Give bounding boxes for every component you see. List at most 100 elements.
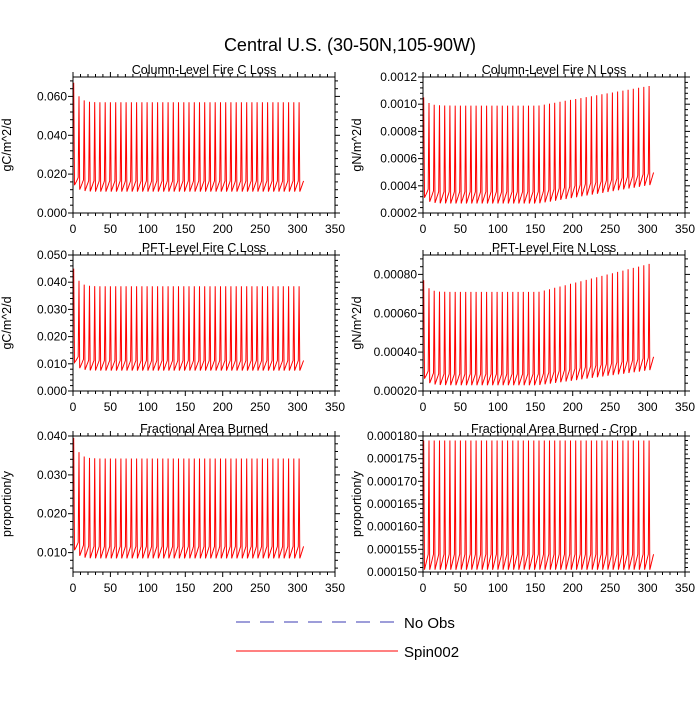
x-tick-label: 0 <box>70 222 77 236</box>
x-tick-label: 150 <box>525 400 545 414</box>
y-tick-label: 0.020 <box>37 507 67 521</box>
y-tick-label: 0.050 <box>37 248 67 262</box>
y-tick-label: 0.00040 <box>374 345 418 359</box>
y-tick-label: 0.040 <box>37 128 67 142</box>
x-tick-label: 50 <box>454 400 468 414</box>
x-tick-label: 150 <box>175 400 195 414</box>
y-tick-label: 0.0004 <box>380 179 417 193</box>
panel-title: Column-Level Fire C Loss <box>132 63 277 77</box>
x-tick-label: 250 <box>600 581 620 595</box>
x-tick-label: 350 <box>675 581 695 595</box>
legend-label-spin002: Spin002 <box>404 644 459 661</box>
x-tick-label: 350 <box>325 581 345 595</box>
y-tick-label: 0.000160 <box>367 520 417 534</box>
y-tick-label: 0.00060 <box>374 306 418 320</box>
panel-title: Fractional Area Burned <box>140 422 268 436</box>
x-tick-label: 150 <box>175 222 195 236</box>
plot-frame <box>72 76 336 214</box>
x-tick-label: 200 <box>563 222 583 236</box>
x-tick-label: 150 <box>525 581 545 595</box>
y-tick-label: 0.0012 <box>380 70 417 84</box>
panel-4: 0 50 100 150 200 250 300 350 0.00020 0.00040 0.000… <box>350 241 695 414</box>
y-tick-label: 0.030 <box>37 302 67 316</box>
x-tick-label: 200 <box>563 581 583 595</box>
series-line-spin002 <box>423 85 655 204</box>
y-tick-label: 0.00080 <box>374 267 418 281</box>
y-axis-label: gN/m^2/d <box>350 118 364 171</box>
y-tick-label: 0.000 <box>37 384 67 398</box>
x-tick-label: 0 <box>420 400 427 414</box>
x-tick-label: 100 <box>138 222 158 236</box>
x-tick-label: 300 <box>288 581 308 595</box>
x-tick-label: 50 <box>454 222 468 236</box>
series-line-spin002 <box>73 437 305 559</box>
y-tick-label: 0.000 <box>37 206 67 220</box>
panel-1: 0 50 100 150 200 250 300 350 0.000 0.020 0.040 0.06… <box>0 63 345 236</box>
plot-frame <box>72 254 336 392</box>
y-tick-label: 0.030 <box>37 468 67 482</box>
legend: No Obs Spin002 <box>236 615 459 661</box>
x-tick-label: 0 <box>70 400 77 414</box>
y-tick-label: 0.040 <box>37 429 67 443</box>
y-tick-label: 0.0010 <box>380 97 417 111</box>
y-axis-label: gC/m^2/d <box>0 118 14 171</box>
y-tick-label: 0.010 <box>37 357 67 371</box>
panel-6: 0 50 100 150 200 250 300 350 0.000150 0.000155 0.0… <box>350 422 695 595</box>
series-line-spin002 <box>73 82 305 192</box>
plot-frame <box>422 254 686 392</box>
x-tick-label: 350 <box>325 222 345 236</box>
x-tick-label: 300 <box>638 581 658 595</box>
panels: 0 50 100 150 200 250 300 350 0.000 0.020 0.040 0.06… <box>0 63 695 595</box>
y-axis-label: proportion/y <box>0 470 14 537</box>
figure-title: Central U.S. (30-50N,105-90W) <box>224 35 476 55</box>
x-tick-label: 300 <box>638 400 658 414</box>
y-tick-label: 0.020 <box>37 330 67 344</box>
y-tick-label: 0.0006 <box>380 152 417 166</box>
x-tick-label: 200 <box>563 400 583 414</box>
y-tick-label: 0.010 <box>37 546 67 560</box>
plot-frame <box>72 435 336 573</box>
y-tick-label: 0.020 <box>37 167 67 181</box>
x-tick-label: 100 <box>138 581 158 595</box>
x-tick-label: 50 <box>104 581 118 595</box>
x-tick-label: 50 <box>454 581 468 595</box>
y-tick-label: 0.0002 <box>380 206 417 220</box>
y-tick-label: 0.000180 <box>367 429 417 443</box>
x-tick-label: 50 <box>104 400 118 414</box>
y-tick-label: 0.000170 <box>367 474 417 488</box>
x-tick-label: 300 <box>288 222 308 236</box>
y-tick-label: 0.000150 <box>367 565 417 579</box>
series-line-spin002 <box>423 263 655 386</box>
x-tick-label: 200 <box>213 581 233 595</box>
y-tick-label: 0.0008 <box>380 124 417 138</box>
y-axis-label: gC/m^2/d <box>0 296 14 349</box>
x-tick-label: 150 <box>175 581 195 595</box>
plot-frame <box>422 76 686 214</box>
panel-title: PFT-Level Fire N Loss <box>492 241 616 255</box>
x-tick-label: 100 <box>488 400 508 414</box>
x-tick-label: 200 <box>213 400 233 414</box>
x-tick-label: 150 <box>525 222 545 236</box>
x-tick-label: 350 <box>675 400 695 414</box>
x-tick-label: 200 <box>213 222 233 236</box>
series-line-spin002 <box>423 440 655 570</box>
x-tick-label: 50 <box>104 222 118 236</box>
y-tick-label: 0.000175 <box>367 452 417 466</box>
x-tick-label: 0 <box>420 222 427 236</box>
y-tick-label: 0.040 <box>37 275 67 289</box>
panel-title: PFT-Level Fire C Loss <box>142 241 266 255</box>
panel-2: 0 50 100 150 200 250 300 350 0.0002 0.0004 0.0006 0… <box>350 63 695 236</box>
x-tick-label: 250 <box>600 400 620 414</box>
x-tick-label: 250 <box>600 222 620 236</box>
panel-title: Fractional Area Burned - Crop <box>471 422 637 436</box>
y-axis-label: gN/m^2/d <box>350 296 364 349</box>
x-tick-label: 250 <box>250 581 270 595</box>
y-tick-label: 0.060 <box>37 89 67 103</box>
x-tick-label: 0 <box>70 581 77 595</box>
x-tick-label: 100 <box>488 222 508 236</box>
y-tick-label: 0.000165 <box>367 497 417 511</box>
x-tick-label: 0 <box>420 581 427 595</box>
x-tick-label: 250 <box>250 400 270 414</box>
